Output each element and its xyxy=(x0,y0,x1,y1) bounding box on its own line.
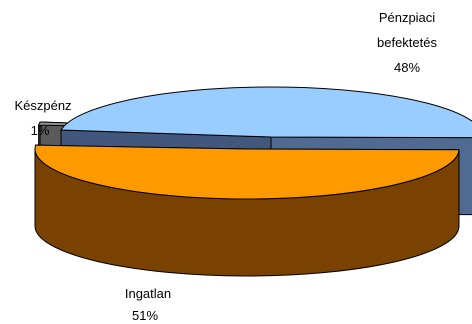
pie-slices xyxy=(34,86,472,277)
slice-value-penzpiaci: 48% xyxy=(394,60,420,75)
slice-label-penzpiaci-line1: Pénzpiaci xyxy=(379,10,435,25)
slice-label-ingatlan: Ingatlan xyxy=(125,286,171,301)
slice-ingatlan-top xyxy=(34,144,460,200)
slice-label-keszpenz: Készpénz xyxy=(14,98,71,113)
slice-value-keszpenz: 1% xyxy=(31,123,50,138)
slice-label-penzpiaci-line2: befektetés xyxy=(377,35,437,50)
slice-value-ingatlan: 51% xyxy=(132,308,158,323)
slice-ingatlan xyxy=(34,144,460,277)
slice-penzpiaci-top xyxy=(60,86,472,139)
pie-labels: Pénzpiaci befektetés 48% Készpénz 1% Ing… xyxy=(14,10,437,323)
